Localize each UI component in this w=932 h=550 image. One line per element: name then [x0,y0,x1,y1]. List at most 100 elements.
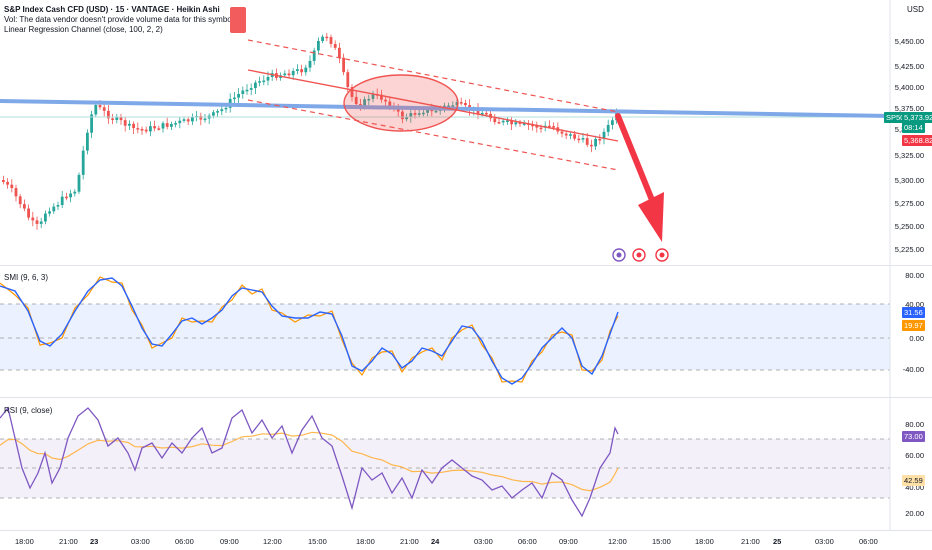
candle [590,144,593,147]
candle [102,107,106,111]
rsi-label[interactable]: RSI (9, close) [4,406,53,415]
candle [434,110,438,113]
candle [149,126,152,132]
candle [522,123,526,125]
rsi-signal-tag: 42.59 [902,475,925,486]
candle [346,72,350,88]
candle [178,120,182,124]
price-axis-label: 5,300.00 [894,176,924,185]
regression-midline [247,69,619,142]
candle [485,112,488,115]
candle [132,123,135,129]
candle [73,191,77,194]
highlight-ellipse [343,74,459,132]
rsi-chart[interactable] [0,398,932,530]
candle [123,120,127,126]
candle [480,112,484,115]
time-axis-label: 03:00 [131,537,150,546]
time-axis-label: 21:00 [59,537,78,546]
candle [325,36,329,39]
smi-axis-label: 40.00 [905,300,924,309]
candle [69,193,72,198]
candle [380,94,383,100]
candle [165,123,169,127]
pane-divider[interactable] [0,397,932,398]
candle [388,101,392,107]
rsi-line [0,406,619,518]
candle [107,110,110,119]
rsi-pane[interactable]: RSI (9, close) 80.00 60.00 40.00 20.00 73.0… [0,398,932,530]
candle [422,112,425,115]
candle [224,107,228,110]
candle [203,118,207,121]
candle [249,88,253,90]
smi-axis-label: 80.00 [905,271,924,280]
candle [186,119,190,122]
price-chart[interactable] [0,0,932,265]
candle [514,122,518,125]
candle [2,180,5,182]
candle [363,99,366,108]
last-price-tag: 5,373.92 [902,112,932,123]
price-axis-label: 5,450.00 [894,37,924,46]
candle [60,196,64,206]
time-axis-label: 21:00 [400,537,419,546]
candle [245,89,249,92]
candle [258,81,261,83]
currency-label[interactable]: USD [907,5,924,14]
time-axis-label: 25 [773,537,782,546]
candle [350,87,354,97]
candle [174,123,177,125]
candle [417,113,421,115]
candle [585,138,589,145]
candle [602,131,606,140]
smi-pane[interactable]: SMI (9, 6, 3) 80.00 40.00 0.00 -40.00 31.56… [0,266,932,397]
rsi-axis-label: 80.00 [905,420,924,429]
time-axis-label: 15:00 [652,537,671,546]
candle [237,93,240,98]
candle [161,123,165,129]
candle [241,90,245,94]
time-axis-label: 23 [90,537,99,546]
candle [426,109,429,113]
smi-band [0,304,890,370]
candle [569,134,572,136]
candle [598,138,602,141]
smi-label[interactable]: SMI (9, 6, 3) [4,273,49,282]
candle [39,221,43,224]
candle [119,117,123,121]
candle [136,128,140,130]
candle [367,98,371,101]
candle [573,134,576,139]
symbol-tag: SP500 [884,112,911,123]
rsi-band [0,439,890,498]
candle [220,109,224,112]
time-axis-label: 24 [431,537,440,546]
candle [10,184,14,189]
alert-flag-icon[interactable] [230,7,246,33]
candle [451,105,455,107]
candle [518,122,522,124]
candle [321,36,324,42]
time-axis-label: 03:00 [815,537,834,546]
time-axis-label: 18:00 [356,537,375,546]
candle [447,105,450,108]
regression-price-tag: 5,368.82 [902,135,932,146]
pane-divider[interactable] [0,265,932,266]
candle [409,113,413,118]
smi-chart[interactable] [0,266,932,397]
candle [354,96,358,105]
candle [535,125,539,128]
candle [144,129,148,132]
candle [501,120,505,123]
price-pane[interactable]: S&P Index Cash CFD (USD) · 15 · VANTAGE … [0,0,932,265]
countdown-tag: 08:14 [902,122,925,133]
candle [266,77,270,81]
candle [77,174,81,192]
price-axis-label: 5,250.00 [894,222,924,231]
time-axis-label: 09:00 [559,537,578,546]
candle [14,188,18,197]
symbol-title[interactable]: S&P Index Cash CFD (USD) · 15 · VANTAGE … [4,5,220,14]
candle [510,120,513,125]
channel-indicator-label[interactable]: Linear Regression Channel (close, 100, 2… [4,25,163,34]
